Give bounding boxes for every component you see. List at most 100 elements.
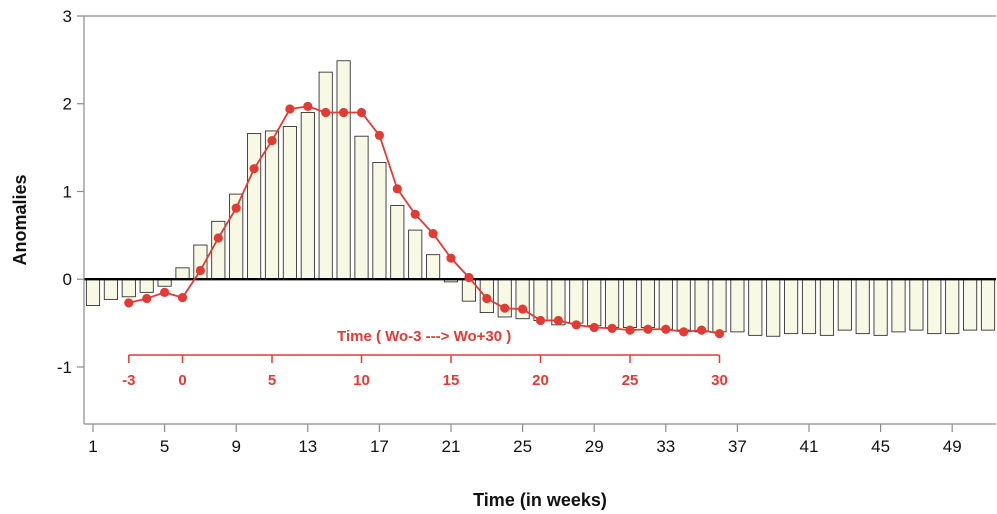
bar <box>605 278 620 328</box>
y-axis-ticks: -1 0 1 2 3 <box>57 7 84 377</box>
bar <box>426 254 441 280</box>
series-point <box>679 327 689 337</box>
x-tick-label: 45 <box>871 437 890 456</box>
series-point <box>213 233 223 243</box>
bar <box>891 278 906 333</box>
x-tick-label: 1 <box>88 437 97 456</box>
bar <box>963 278 978 331</box>
series-point <box>518 304 528 314</box>
bar <box>622 278 638 328</box>
bar <box>247 133 262 280</box>
secondary-tick-label: 15 <box>443 372 460 389</box>
series-point <box>339 107 349 118</box>
bar <box>801 278 817 335</box>
bar <box>85 278 101 307</box>
x-tick-label: 29 <box>585 437 604 456</box>
series-point <box>195 265 205 276</box>
bars-layer <box>85 60 996 337</box>
bar <box>784 278 799 335</box>
series-line <box>128 105 720 335</box>
bar <box>819 278 834 336</box>
bar <box>909 278 924 331</box>
series-point <box>553 315 564 326</box>
bar <box>408 229 423 280</box>
y-tick-label: 1 <box>63 182 72 201</box>
bar <box>766 278 781 337</box>
series-point <box>124 298 134 308</box>
x-axis-title: Time (in weeks) <box>473 490 607 510</box>
series-point <box>267 135 277 146</box>
series-point <box>607 323 617 333</box>
series-point <box>571 320 581 330</box>
series-point <box>428 229 438 239</box>
series-point <box>589 322 599 333</box>
secondary-tick-label: -3 <box>122 372 135 389</box>
bar <box>730 278 745 333</box>
bar <box>855 278 870 335</box>
bar <box>300 112 315 280</box>
secondary-time-axis: Time ( Wo-3 ---> Wo+30 ) -3 0 5 10 15 20 25 30 <box>122 328 728 389</box>
bar <box>694 278 709 333</box>
series-point <box>356 107 367 118</box>
series-point <box>177 293 188 303</box>
series-point <box>160 287 170 297</box>
series-point <box>374 130 384 140</box>
bar <box>587 278 602 327</box>
y-axis-title: Anomalies <box>10 174 30 265</box>
bar <box>282 126 297 280</box>
x-tick-label: 41 <box>800 437 819 456</box>
x-tick-label: 49 <box>943 437 962 456</box>
x-tick-label: 13 <box>298 437 317 456</box>
bar <box>354 135 369 280</box>
series-point <box>500 303 510 313</box>
series-point <box>625 325 635 335</box>
series-point <box>231 203 241 213</box>
y-tick-label: -1 <box>57 358 72 377</box>
x-axis-ticks: 1 5 9 13 17 21 25 29 33 37 41 45 49 <box>88 424 962 456</box>
y-tick-label: 0 <box>63 270 72 289</box>
secondary-tick-label: 20 <box>532 372 549 389</box>
x-tick-label: 5 <box>160 437 169 456</box>
series-point <box>410 209 420 219</box>
series-point <box>392 184 402 194</box>
bar <box>121 278 136 298</box>
line-layer <box>124 101 725 339</box>
bar <box>748 278 763 336</box>
bar <box>264 130 280 280</box>
bar <box>676 278 691 331</box>
x-tick-label: 21 <box>442 437 461 456</box>
secondary-tick-label: 5 <box>268 372 276 389</box>
series-point <box>285 104 295 114</box>
bar <box>318 71 333 280</box>
bar <box>139 278 154 293</box>
bar <box>945 278 960 335</box>
bar <box>336 60 351 280</box>
series-point <box>482 293 492 304</box>
series-point <box>321 107 331 118</box>
bar <box>640 278 655 328</box>
series-point <box>303 101 313 111</box>
series-point <box>714 329 725 339</box>
series-point <box>661 324 671 334</box>
series-point <box>697 325 707 335</box>
bar <box>175 267 190 280</box>
bar <box>927 278 942 335</box>
y-tick-label: 2 <box>63 95 72 114</box>
series-point <box>446 253 456 263</box>
x-tick-label: 17 <box>370 437 389 456</box>
secondary-tick-label: 25 <box>622 372 639 389</box>
bar <box>533 278 548 321</box>
x-tick-label: 33 <box>656 437 675 456</box>
bar <box>712 278 727 333</box>
series-point <box>249 164 259 174</box>
series-point <box>643 324 653 334</box>
series-point <box>142 293 152 304</box>
secondary-tick-label: 10 <box>353 372 370 389</box>
bar <box>103 278 118 300</box>
bar <box>372 162 387 280</box>
secondary-tick-label: 30 <box>711 372 728 389</box>
secondary-tick-label: 0 <box>178 372 186 389</box>
series-point <box>535 315 546 326</box>
bar <box>980 278 996 331</box>
